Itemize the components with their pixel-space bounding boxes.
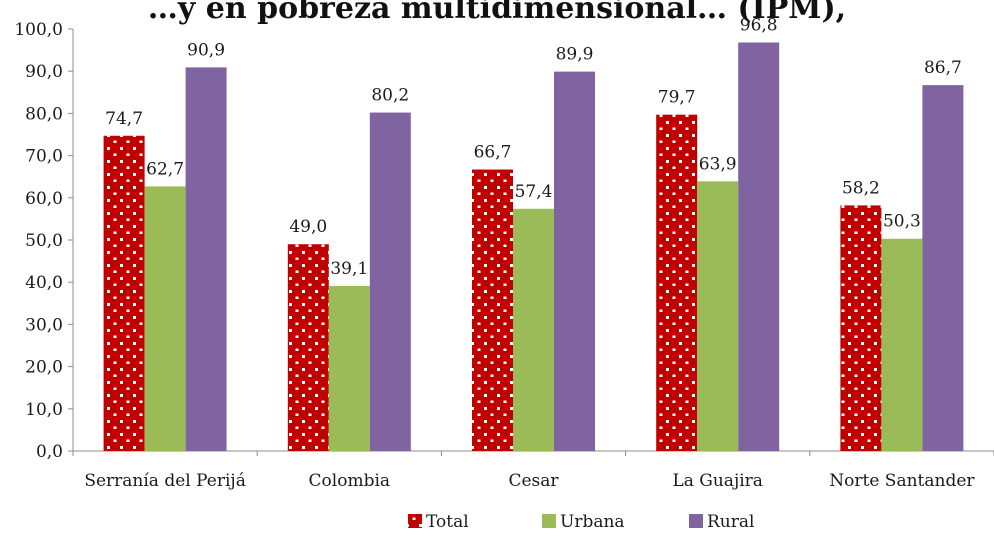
data-label: 66,7 xyxy=(474,143,512,163)
data-label: 50,3 xyxy=(883,212,921,232)
y-tick-label: 50,0 xyxy=(25,231,63,251)
legend-swatch-rural xyxy=(689,514,703,528)
data-label: 90,9 xyxy=(187,40,225,60)
bar-rural xyxy=(369,112,411,451)
y-tick-label: 100,0 xyxy=(14,20,63,40)
bar-urbana xyxy=(881,238,923,451)
data-label: 49,0 xyxy=(289,217,327,237)
chart-title: …y en pobreza multidimensional… (IPM), xyxy=(148,0,846,26)
legend-swatch-urbana xyxy=(542,514,556,528)
y-tick-label: 0,0 xyxy=(36,442,63,462)
y-tick-label: 10,0 xyxy=(25,400,63,420)
bar-total xyxy=(103,135,145,452)
legend: Total Urbana Rural xyxy=(408,512,754,532)
data-label: 80,2 xyxy=(371,86,409,106)
y-tick-label: 80,0 xyxy=(25,104,63,124)
bar-urbana xyxy=(144,186,186,451)
legend-label-rural: Rural xyxy=(707,512,754,532)
legend-label-urbana: Urbana xyxy=(560,512,625,532)
bar-urbana xyxy=(697,181,739,452)
axes: 0,0 10,0 20,0 30,0 40,0 50,0 60,0 70,0 80,0 90,0 1… xyxy=(14,20,994,491)
data-label: 58,2 xyxy=(842,178,880,198)
bar-rural xyxy=(185,67,227,451)
bar-rural xyxy=(554,71,595,451)
bar-rural xyxy=(922,85,964,451)
data-label: 74,7 xyxy=(105,109,143,129)
bar-rural xyxy=(738,42,780,452)
bar-urbana xyxy=(513,208,554,451)
category-label: Colombia xyxy=(309,471,391,491)
bar-total xyxy=(656,114,698,451)
data-label: 96,8 xyxy=(740,16,778,36)
bar-urbana xyxy=(328,285,370,451)
category-label: La Guajira xyxy=(672,471,762,491)
y-tick-label: 40,0 xyxy=(25,273,63,293)
legend-label-total: Total xyxy=(426,512,469,532)
data-label: 86,7 xyxy=(924,58,962,78)
data-label: 39,1 xyxy=(330,259,368,279)
data-label: 57,4 xyxy=(515,182,553,202)
bars xyxy=(103,42,964,452)
y-tick-label: 20,0 xyxy=(25,358,63,378)
legend-swatch-total xyxy=(408,514,422,528)
bar-total xyxy=(472,169,513,451)
data-label: 62,7 xyxy=(146,159,184,179)
y-tick-label: 70,0 xyxy=(25,147,63,167)
category-label: Cesar xyxy=(508,471,559,491)
category-label: Norte Santander xyxy=(829,471,975,491)
data-label: 79,7 xyxy=(658,88,696,108)
category-label: Serranía del Perijá xyxy=(84,471,246,491)
y-tick-label: 60,0 xyxy=(25,189,63,209)
bar-total xyxy=(287,244,329,451)
data-labels: 74,7 62,7 90,9 49,0 39,1 80,2 66,757,4 89,9 79,7… xyxy=(105,16,962,279)
bar-total xyxy=(840,205,882,451)
y-tick-label: 30,0 xyxy=(25,315,63,335)
data-label: 63,9 xyxy=(699,154,737,174)
data-label: 89,9 xyxy=(556,45,594,65)
y-tick-label: 90,0 xyxy=(25,62,63,82)
